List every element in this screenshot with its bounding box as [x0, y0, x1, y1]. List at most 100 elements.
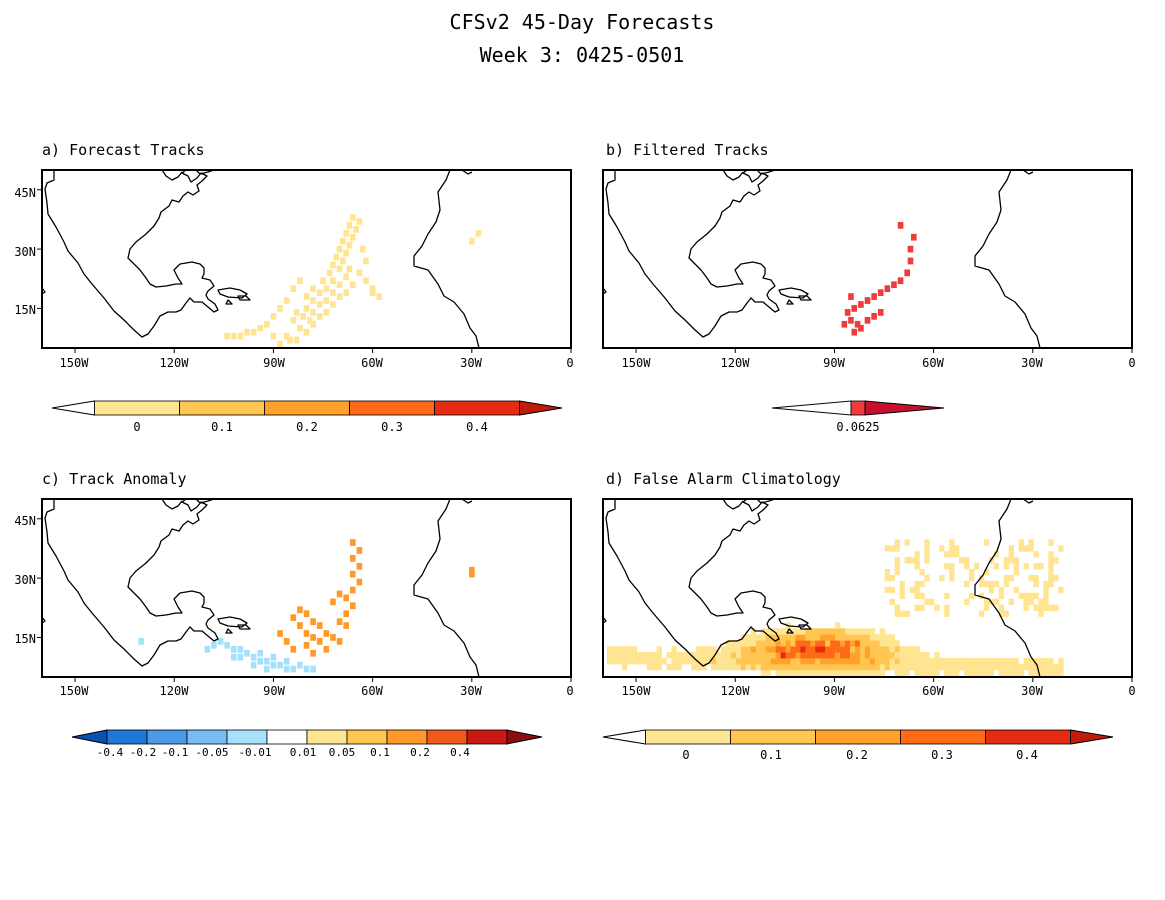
- anomaly-positive-cell: [283, 638, 290, 645]
- anomaly-negative-cell: [303, 665, 310, 673]
- climatology-cell: [1033, 604, 1039, 611]
- anomaly-negative-cell: [204, 645, 211, 653]
- climatology-cell: [849, 640, 856, 647]
- lon-label: 90W: [263, 684, 285, 698]
- climatology-cell: [631, 652, 638, 659]
- anomaly-positive-cell: [356, 578, 363, 586]
- climatology-cell: [835, 658, 841, 665]
- climatology-cell: [978, 663, 985, 671]
- climatology-cell: [939, 545, 945, 552]
- track-cell: [353, 225, 359, 233]
- anomaly-negative-cell: [224, 641, 230, 649]
- climatology-cell: [1023, 592, 1029, 600]
- anomaly-positive-cell: [336, 618, 343, 625]
- climatology-cell: [840, 652, 846, 659]
- climatology-cell: [631, 646, 638, 653]
- anomaly-negative-cell: [250, 661, 257, 669]
- filtered-cell: [907, 257, 914, 265]
- climatology-cell: [830, 658, 836, 665]
- climatology-cell: [914, 592, 920, 600]
- climatology-cell: [1053, 557, 1059, 564]
- panel-b: b) Filtered Tracks 150W 120W 90W 60W 30W…: [606, 141, 1136, 434]
- filtered-cell: [858, 301, 864, 308]
- climatology-cell: [939, 574, 945, 582]
- climatology-cell: [993, 580, 1000, 588]
- filtered-cell: [897, 222, 904, 229]
- climatology-cell: [1018, 545, 1024, 552]
- track-cell: [320, 277, 326, 285]
- anomaly-positive-cell: [469, 566, 475, 574]
- climatology-cell: [1013, 557, 1019, 564]
- colorbar-extend-high: [1070, 729, 1114, 745]
- climatology-cell: [820, 652, 826, 659]
- climatology-cell: [740, 640, 747, 647]
- track-cell: [290, 316, 297, 324]
- climatology-cell: [1043, 592, 1049, 600]
- colorbar-extend-high: [864, 400, 945, 416]
- climatology-cell: [765, 640, 771, 647]
- climatology-cell: [879, 658, 886, 665]
- map-panel-b: [602, 169, 1133, 353]
- climatology-cell: [1048, 569, 1054, 576]
- track-cell: [270, 312, 277, 320]
- colorbar-label: 0.05: [329, 746, 356, 759]
- climatology-cell: [1043, 669, 1049, 677]
- climatology-cell: [1048, 563, 1054, 570]
- climatology-cell: [859, 634, 866, 641]
- climatology-cell: [1003, 574, 1010, 582]
- climatology-cell: [606, 646, 613, 653]
- climatology-cell: [730, 646, 737, 653]
- filtered-cell: [848, 293, 854, 300]
- climatology-cell: [909, 586, 915, 594]
- climatology-cell: [611, 658, 618, 665]
- colorbar-extend-low: [602, 729, 646, 745]
- lon-label: 30W: [1021, 684, 1043, 698]
- climatology-cell: [1043, 586, 1049, 594]
- climatology-cell: [914, 652, 920, 659]
- climatology-cell: [825, 646, 831, 653]
- colorbar-label: 0.4: [466, 420, 488, 434]
- anomaly-positive-cell: [356, 547, 363, 554]
- colorbar-label: 0.1: [211, 420, 233, 434]
- climatology-cell: [954, 658, 960, 665]
- climatology-cell: [780, 646, 786, 653]
- anomaly-positive-cell: [303, 641, 310, 649]
- climatology-cell: [666, 663, 672, 671]
- climatology-cell: [949, 569, 955, 576]
- track-cell: [356, 218, 363, 225]
- climatology-cell: [840, 634, 846, 641]
- climatology-cell: [735, 646, 742, 653]
- track-cell: [363, 257, 369, 265]
- climatology-cell: [869, 652, 876, 659]
- climatology-cell: [671, 646, 677, 653]
- climatology-cell: [745, 646, 752, 653]
- climatology-cell: [1053, 604, 1059, 611]
- panel-b-lon-labels: 150W 120W 90W 60W 30W 0: [622, 356, 1136, 370]
- climatology-cell: [800, 669, 806, 677]
- anomaly-positive-cell: [349, 539, 356, 546]
- panel-c: c) Track Anomaly 45N 30N 15N 150W 120W 9…: [14, 470, 573, 759]
- climatology-cell: [775, 646, 781, 653]
- climatology-cell: [983, 539, 990, 546]
- climatology-cell: [785, 669, 791, 677]
- lon-label: 120W: [721, 356, 751, 370]
- climatology-cell: [780, 652, 786, 659]
- climatology-cell: [845, 646, 851, 653]
- panel-d-lon-labels: 150W 120W 90W 60W 30W 0: [622, 684, 1136, 698]
- climatology-cell: [770, 658, 776, 665]
- climatology-cell: [780, 663, 786, 671]
- climatology-cell: [869, 640, 876, 647]
- climatology-cell: [785, 634, 791, 641]
- climatology-cell: [800, 646, 806, 653]
- climatology-cell: [765, 652, 771, 659]
- climatology-cell: [849, 628, 856, 635]
- climatology-cell: [760, 663, 766, 671]
- climatology-cell: [1018, 669, 1024, 677]
- anomaly-negative-cell: [283, 665, 290, 673]
- track-cell: [264, 320, 270, 328]
- track-cell: [237, 332, 244, 340]
- climatology-cell: [964, 658, 970, 665]
- anomaly-positive-cell: [310, 618, 316, 625]
- climatology-cell: [701, 652, 707, 659]
- track-cell: [250, 328, 257, 336]
